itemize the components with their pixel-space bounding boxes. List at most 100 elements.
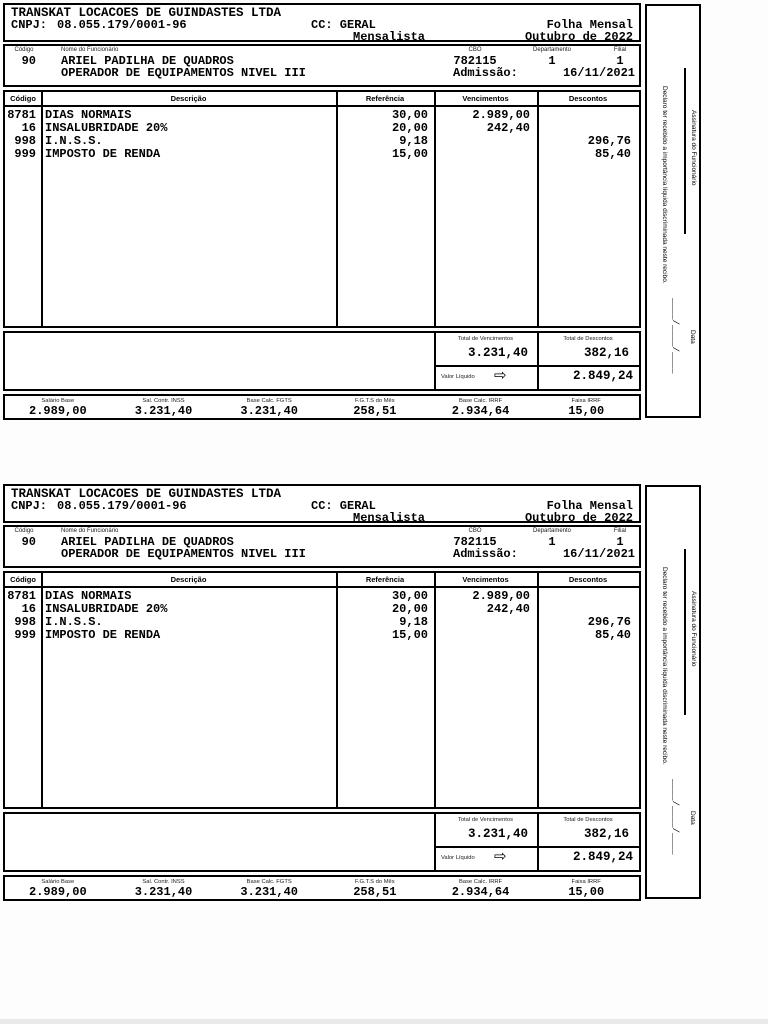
total-deductions-value: 382,16 — [583, 827, 629, 841]
cell-description: INSALUBRIDADE 20% — [45, 602, 168, 616]
totals-box: Total de Vencimentos Total de Descontos … — [3, 331, 641, 391]
signature-line — [684, 68, 686, 234]
department-value: 1 — [548, 53, 556, 68]
cell-code: 998 — [14, 615, 36, 629]
footer-label: F.G.T.S do Mês — [355, 879, 395, 885]
table-divider — [41, 92, 43, 326]
table-divider — [537, 92, 539, 326]
cell-description: I.N.S.S. — [45, 134, 103, 148]
footer-label: Salário Base — [41, 879, 75, 885]
employee-role: OPERADOR DE EQUIPAMENTOS NIVEL III — [61, 66, 306, 80]
employee-code-label: Código — [14, 528, 34, 534]
receipt-declaration-text: Declaro ter recebido a importância líqui… — [661, 567, 668, 765]
cell-earnings: 242,40 — [486, 602, 530, 616]
cell-description: DIAS NORMAIS — [45, 589, 132, 603]
cell-deductions: 85,40 — [594, 628, 631, 642]
table-header-rule — [5, 586, 639, 588]
footer-value: 3.231,40 — [240, 404, 298, 418]
branch-value: 1 — [616, 53, 624, 68]
totals-divider — [537, 814, 539, 870]
footer-col-fgts-mes: F.G.T.S do Mês 258,51 — [322, 396, 428, 418]
cell-code: 8781 — [7, 589, 36, 603]
cell-code: 16 — [21, 602, 36, 616]
cell-reference: 30,00 — [391, 589, 428, 603]
totals-rule — [434, 846, 639, 848]
cell-deductions: 296,76 — [587, 615, 631, 629]
date-fill-line: ____/____/____ — [670, 779, 680, 855]
cell-code: 999 — [14, 628, 36, 642]
payslip-header-box: TRANSKAT LOCACOES DE GUINDASTES LTDA CNP… — [3, 3, 641, 44]
department-value: 1 — [548, 534, 556, 549]
net-value: 2.849,24 — [572, 369, 633, 383]
payroll-period: Outubro de 2022 — [524, 29, 633, 44]
cost-center: CC: GERAL — [311, 499, 376, 513]
footer-value: 3.231,40 — [240, 885, 298, 899]
col-header-earnings: Vencimentos — [462, 94, 509, 103]
footer-value: 2.989,00 — [29, 885, 87, 899]
employee-name-label: Nome do Funcionário — [61, 528, 119, 534]
footer-label: Base Calc. FGTS — [246, 398, 292, 404]
date-label: Data — [689, 330, 696, 344]
signature-label: Assinatura do Funcionário — [690, 591, 697, 667]
footer-col-faixa-irrf: Faixa IRRF 15,00 — [533, 877, 639, 899]
totals-rule — [434, 365, 639, 367]
document-title: Folha Mensal — [546, 499, 633, 513]
table-divider — [434, 573, 436, 807]
table-divider — [336, 92, 338, 326]
col-header-code: Código — [10, 94, 36, 103]
footer-label: Base Calc. FGTS — [246, 879, 292, 885]
employee-box: Código Nome do Funcionário CBO Departame… — [3, 525, 641, 568]
cost-center: CC: GERAL — [311, 18, 376, 32]
employee-code: 90 — [21, 534, 36, 549]
footer-value: 2.934,64 — [451, 885, 510, 899]
footer-col-base-irrf: Base Calc. IRRF 2.934,64 — [428, 877, 534, 899]
payslip-header-box: TRANSKAT LOCACOES DE GUINDASTES LTDA CNP… — [3, 484, 641, 524]
col-header-deductions: Descontos — [568, 94, 608, 103]
footer-value: 2.934,64 — [451, 404, 510, 418]
totals-box: Total de Vencimentos Total de Descontos … — [3, 812, 641, 872]
footer-value: 2.989,00 — [29, 404, 87, 418]
cell-code: 16 — [21, 121, 36, 135]
col-header-deductions: Descontos — [568, 575, 608, 584]
receipt-signature-strip: Declaro ter recebido a importância líqui… — [645, 485, 701, 899]
col-header-reference: Referência — [365, 575, 405, 584]
earnings-table: Código Descrição Referência Vencimentos … — [3, 90, 641, 328]
footer-value: 258,51 — [353, 885, 397, 899]
footer-col-salario-base: Salário Base 2.989,00 — [5, 396, 111, 418]
department-label: Departamento — [532, 528, 572, 534]
col-header-reference: Referência — [365, 94, 405, 103]
total-earnings-value: 3.231,40 — [467, 827, 528, 841]
department-label: Departamento — [532, 47, 572, 53]
employee-role: OPERADOR DE EQUIPAMENTOS NIVEL III — [61, 547, 306, 561]
footer-col-salario-base: Salário Base 2.989,00 — [5, 877, 111, 899]
company-name: TRANSKAT LOCACOES DE GUINDASTES LTDA — [11, 487, 282, 501]
cbo-value: 782115 — [453, 53, 497, 68]
cell-earnings: 2.989,00 — [472, 108, 530, 122]
employee-name-label: Nome do Funcionário — [61, 47, 119, 53]
table-divider — [434, 92, 436, 326]
table-divider — [336, 573, 338, 807]
footer-label: Sal. Contr. INSS — [142, 879, 185, 885]
employee-code: 90 — [21, 53, 36, 68]
col-header-description: Descrição — [170, 94, 207, 103]
bases-footer-box: Salário Base 2.989,00 Sal. Contr. INSS 3… — [3, 394, 641, 420]
cell-description: I.N.S.S. — [45, 615, 103, 629]
cell-reference: 9,18 — [399, 615, 428, 629]
cell-deductions: 85,40 — [594, 147, 631, 161]
footer-label: Sal. Contr. INSS — [142, 398, 185, 404]
footer-value: 258,51 — [353, 404, 397, 418]
payslip-copy-1: TRANSKAT LOCACOES DE GUINDASTES LTDA CNP… — [0, 3, 768, 423]
cell-reference: 15,00 — [391, 147, 428, 161]
cell-code: 998 — [14, 134, 36, 148]
totals-divider — [537, 333, 539, 389]
cbo-label: CBO — [468, 47, 482, 53]
bases-footer-box: Salário Base 2.989,00 Sal. Contr. INSS 3… — [3, 875, 641, 901]
branch-label: Filial — [613, 47, 627, 53]
admission-date: 16/11/2021 — [562, 66, 635, 80]
table-divider — [537, 573, 539, 807]
net-value-label: Valor Líquido — [441, 374, 475, 380]
payslip: TRANSKAT LOCACOES DE GUINDASTES LTDA CNP… — [3, 484, 641, 901]
footer-col-sal-contr-inss: Sal. Contr. INSS 3.231,40 — [111, 396, 217, 418]
earnings-table: Código Descrição Referência Vencimentos … — [3, 571, 641, 809]
footer-col-base-fgts: Base Calc. FGTS 3.231,40 — [216, 396, 322, 418]
